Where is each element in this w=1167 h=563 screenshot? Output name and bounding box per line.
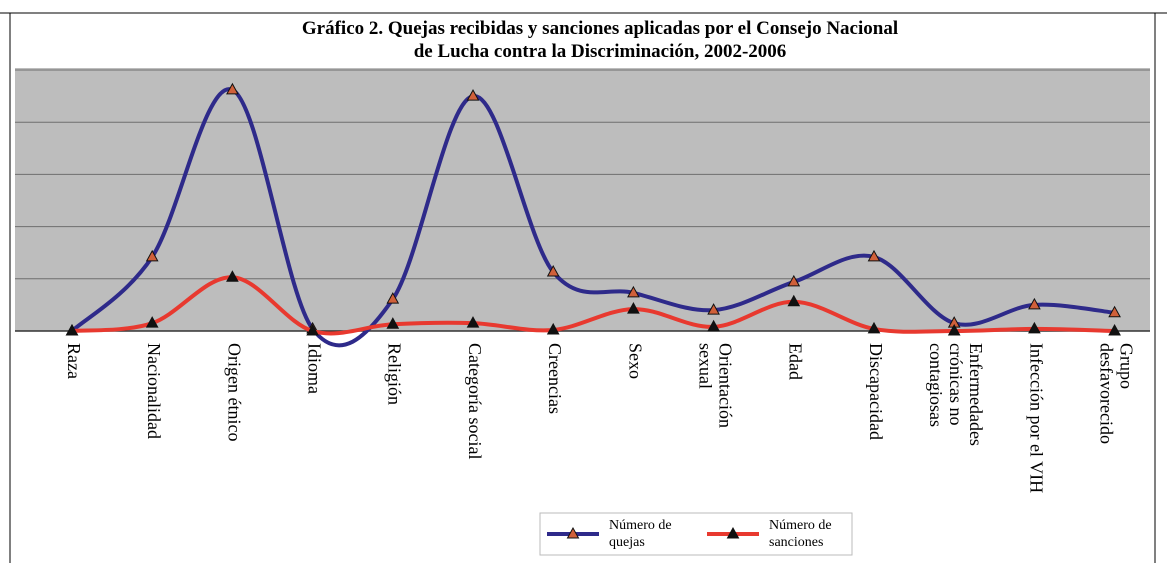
x-tick-label: Idioma [304, 343, 324, 394]
data-marker [145, 249, 159, 262]
data-marker [1108, 323, 1121, 336]
data-marker [145, 316, 159, 328]
x-tick-label: Edad [786, 343, 806, 380]
x-tick-label: Origen étnico [224, 343, 244, 441]
data-marker [546, 264, 560, 277]
text-line: Grupo [1116, 343, 1136, 389]
text-line: Enfermedades [966, 343, 986, 446]
data-marker [867, 249, 881, 262]
data-marker [1108, 305, 1121, 318]
legend-label: Número de quejas [609, 518, 672, 550]
legend-label: Número de sanciones [769, 518, 832, 550]
x-tick-label: Religión [385, 343, 405, 405]
data-marker [226, 270, 239, 282]
x-tick-label: Orientaciónsexual [695, 343, 735, 428]
data-marker [1028, 321, 1041, 334]
x-tick-label: Nacionalidad [144, 343, 164, 439]
data-marker [306, 323, 319, 336]
data-marker [787, 294, 801, 307]
legend-marker [566, 526, 580, 539]
text-line: Orientación [715, 343, 735, 428]
data-marker [787, 274, 801, 287]
text-line: Gráfico 2. Quejas recibidas y sanciones … [302, 18, 898, 39]
text-line: quejas [609, 535, 645, 550]
x-tick-label: Categoría social [465, 343, 485, 459]
x-tick-label: Grupodesfavorecido [1096, 343, 1136, 444]
x-tick-label: Raza [64, 343, 84, 379]
text-line: Número de [609, 518, 672, 533]
x-tick-label: Enfermedadescrónicas nocontagiosas [926, 343, 986, 446]
text-line: de Lucha contra la Discriminación, 2002-… [414, 41, 787, 62]
text-line: crónicas no [946, 343, 966, 425]
data-marker [627, 302, 640, 314]
data-marker [546, 322, 560, 335]
x-tick-label: Infección por el VIH [1026, 343, 1046, 493]
data-marker [466, 89, 480, 101]
data-marker [947, 323, 961, 336]
text-line: desfavorecido [1096, 343, 1116, 444]
legend-marker [726, 526, 740, 539]
text-line: sanciones [769, 535, 823, 550]
text-line: sexual [695, 343, 715, 389]
data-marker [707, 319, 720, 332]
data-marker [627, 285, 640, 298]
data-marker [386, 292, 400, 304]
x-tick-label: Creencias [545, 343, 565, 414]
data-marker [1028, 297, 1041, 310]
chart-title: Gráfico 2. Quejas recibidas y sanciones … [302, 18, 898, 62]
x-tick-label: Sexo [625, 343, 645, 379]
text-line: contagiosas [926, 343, 946, 427]
text-line: Número de [769, 518, 832, 533]
data-marker [386, 317, 400, 329]
data-marker [707, 303, 720, 315]
data-marker [226, 82, 239, 95]
data-marker [466, 316, 480, 328]
x-tick-label: Discapacidad [866, 343, 886, 440]
data-marker [867, 321, 881, 334]
data-marker [65, 323, 79, 336]
